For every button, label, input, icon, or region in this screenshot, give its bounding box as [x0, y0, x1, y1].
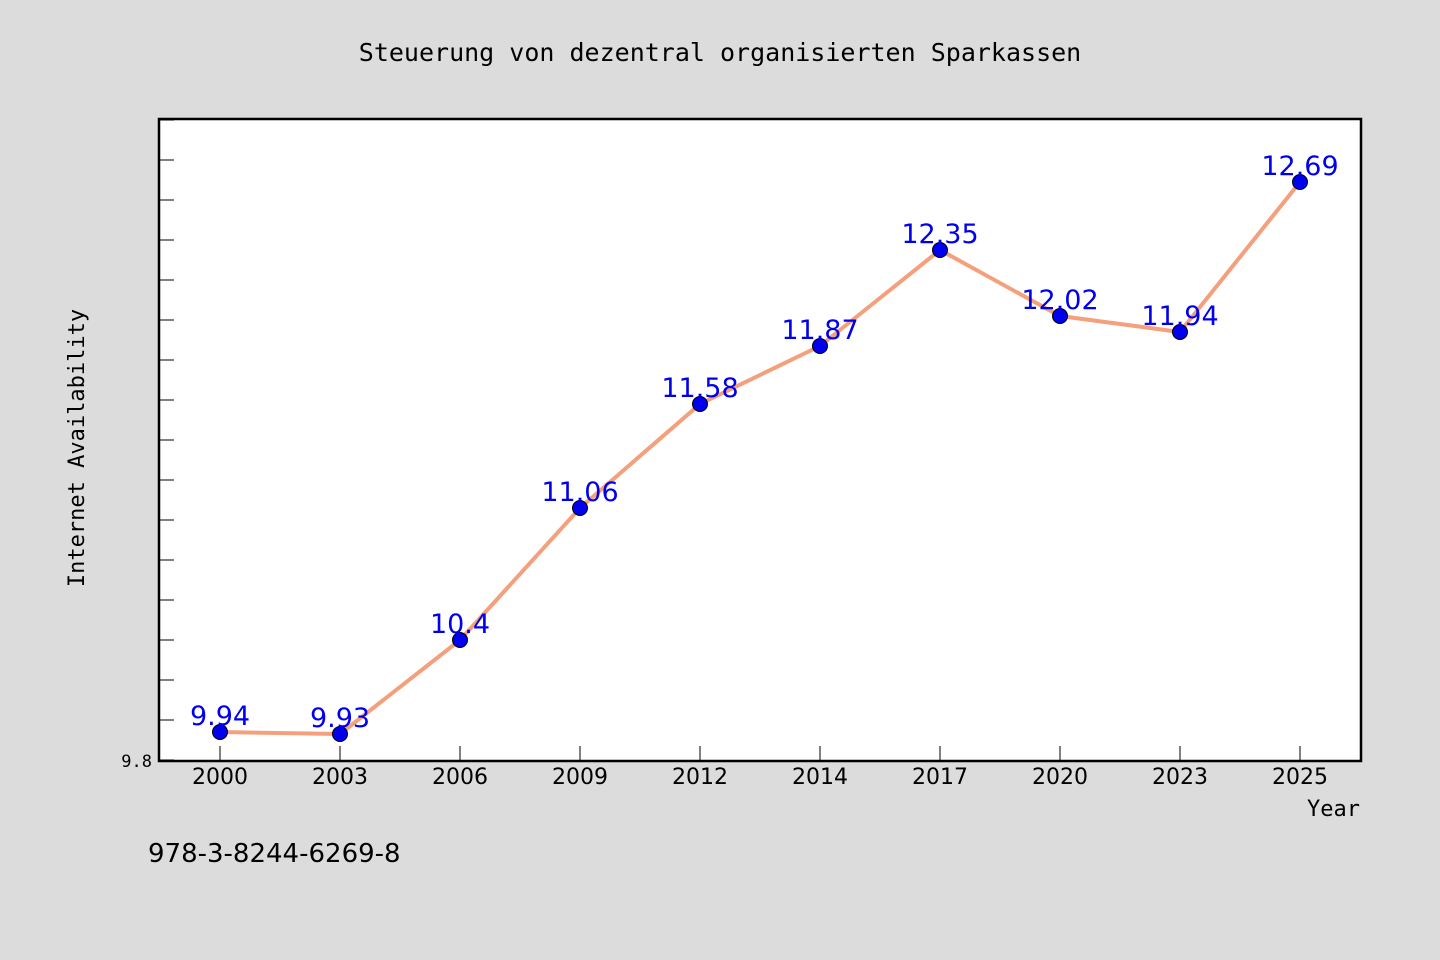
chart-title: Steuerung von dezentral organisierten Sp…	[359, 38, 1081, 67]
data-label: 12.35	[901, 219, 978, 250]
data-point	[332, 726, 348, 742]
data-point	[932, 242, 948, 258]
y-axis-label: Internet Availability	[65, 309, 90, 587]
data-label: 9.94	[190, 701, 250, 732]
data-point	[1052, 308, 1068, 324]
data-label: 9.93	[310, 703, 370, 734]
x-tick-label: 2012	[672, 765, 728, 790]
x-tick-labels: 2000 2003 2006 2009 2012 2014 2017 2020 2023 2025	[192, 765, 1328, 790]
x-tick-label: 2006	[432, 765, 488, 790]
data-label: 12.69	[1261, 151, 1338, 182]
isbn-annotation: 978-3-8244-6269-8	[148, 839, 401, 869]
x-tick-label: 2023	[1152, 765, 1208, 790]
data-label: 11.58	[661, 373, 738, 404]
data-point	[1292, 174, 1308, 190]
x-tick-label: 2000	[192, 765, 248, 790]
data-label: 11.94	[1141, 301, 1218, 332]
data-point	[572, 500, 588, 516]
data-label: 10.4	[430, 609, 490, 640]
x-tick-label: 2017	[912, 765, 968, 790]
data-point	[212, 724, 228, 740]
x-tick-label: 2025	[1272, 765, 1328, 790]
data-labels: 9.94 9.93 10.4 11.06 11.58 11.87 12.35 12.02 11.…	[190, 151, 1339, 734]
plot-area	[157, 117, 1363, 763]
data-point	[692, 396, 708, 412]
data-point	[452, 632, 468, 648]
x-tick-label: 2020	[1032, 765, 1088, 790]
data-point	[1172, 324, 1188, 340]
x-tick-label: 2003	[312, 765, 368, 790]
data-label: 11.87	[781, 315, 858, 346]
y-axis-ticks	[160, 119, 174, 761]
data-point	[812, 338, 828, 354]
data-label: 12.02	[1021, 285, 1098, 316]
series-line-group	[218, 180, 1302, 736]
x-tick-label: 2009	[552, 765, 608, 790]
y-tick-label: 9.8	[121, 752, 152, 772]
x-axis-ticks	[219, 746, 1301, 760]
x-tick-label: 2014	[792, 765, 848, 790]
series-line	[218, 180, 1302, 736]
data-label: 11.06	[541, 477, 618, 508]
x-axis-label: Year	[1307, 797, 1360, 822]
data-markers	[212, 174, 1308, 742]
